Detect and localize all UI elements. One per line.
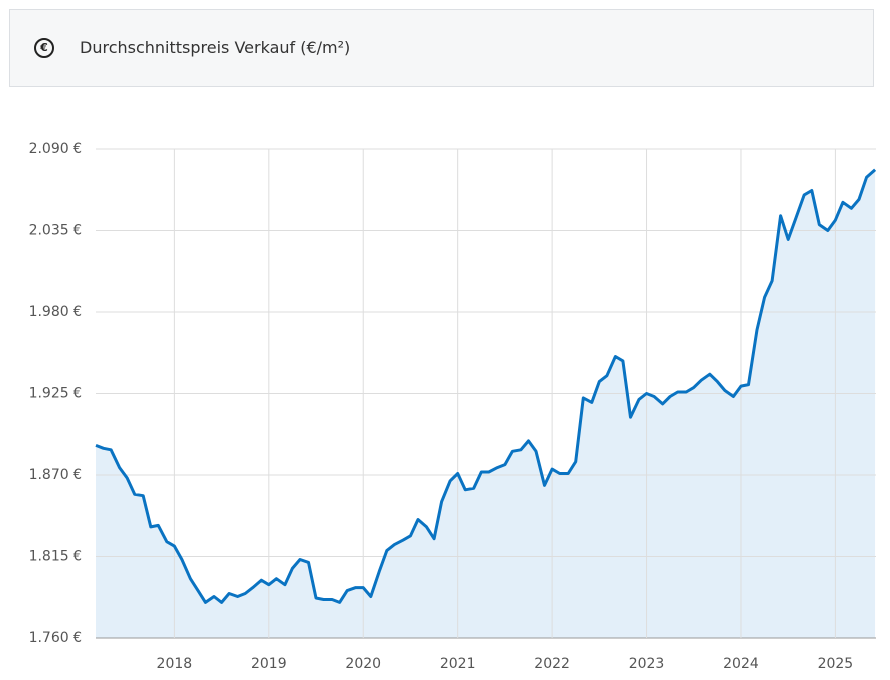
x-tick-label: 2022	[534, 656, 570, 672]
line	[95, 168, 877, 604]
y-tick-label: 1.870 €	[29, 467, 82, 483]
y-tick-label: 1.815 €	[29, 549, 82, 565]
euro-icon: €	[34, 38, 54, 58]
y-tick-label: 2.090 €	[29, 141, 82, 157]
x-tick-label: 2025	[818, 656, 854, 672]
x-tick-label: 2021	[440, 656, 476, 672]
x-tick-label: 2018	[157, 656, 193, 672]
x-tick-label: 2020	[345, 656, 381, 672]
header-title: Durchschnittspreis Verkauf (€/m²)	[80, 38, 351, 57]
x-tick-label: 2023	[629, 656, 665, 672]
x-tick-label: 2024	[723, 656, 759, 672]
area	[96, 169, 876, 638]
y-tick-label: 2.035 €	[29, 223, 82, 239]
y-tick-label: 1.980 €	[29, 304, 82, 320]
y-tick-label: 1.760 €	[29, 630, 82, 646]
header: € Durchschnittspreis Verkauf (€/m²)	[9, 9, 874, 87]
y-tick-label: 1.925 €	[29, 386, 82, 402]
x-tick-label: 2019	[251, 656, 287, 672]
